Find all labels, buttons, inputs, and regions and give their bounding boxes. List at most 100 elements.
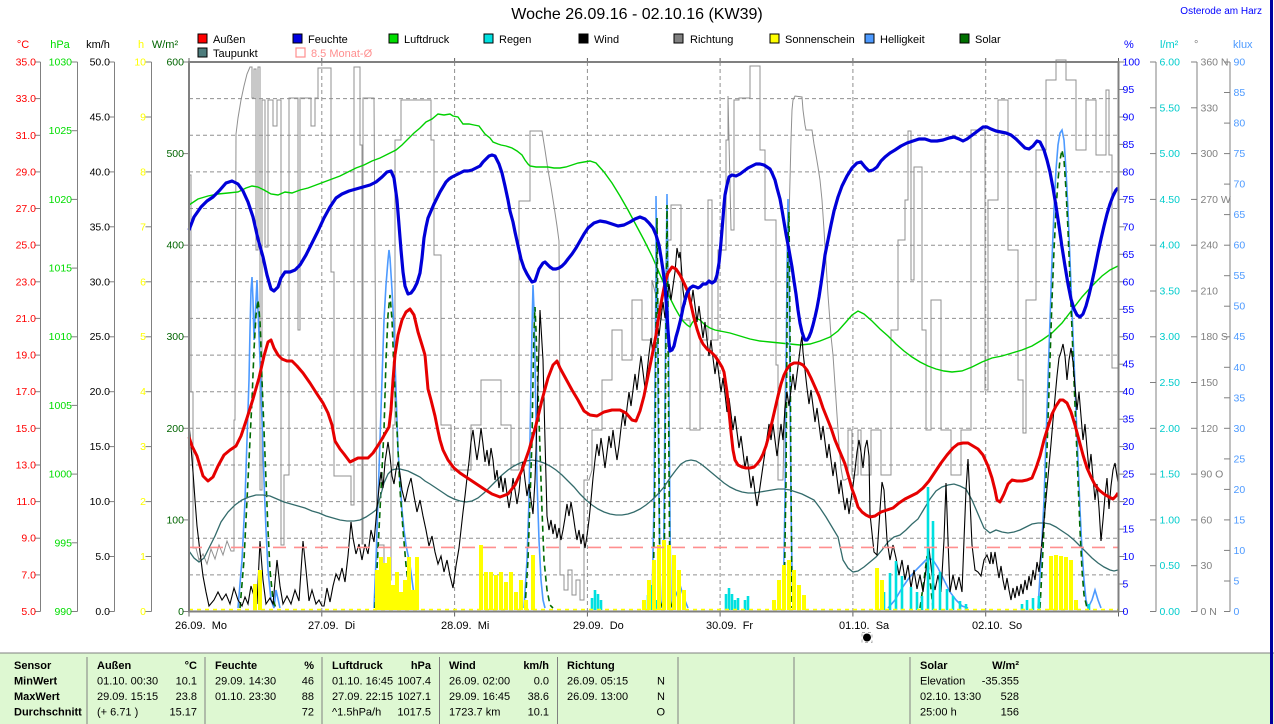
svg-text:01.10. Sa: 01.10. Sa — [839, 620, 890, 632]
svg-text:300: 300 — [166, 331, 184, 343]
svg-text:02.10. 13:30: 02.10. 13:30 — [920, 691, 981, 703]
svg-text:Solar: Solar — [920, 660, 948, 672]
svg-text:29.09. 16:45: 29.09. 16:45 — [449, 691, 510, 703]
svg-text:90: 90 — [1234, 57, 1246, 69]
svg-text:20.0: 20.0 — [90, 386, 111, 398]
svg-text:01.10. 23:30: 01.10. 23:30 — [215, 691, 276, 703]
svg-text:Helligkeit: Helligkeit — [880, 34, 925, 46]
svg-text:Richtung: Richtung — [567, 660, 615, 672]
svg-text:400: 400 — [166, 240, 184, 252]
svg-text:3: 3 — [140, 441, 146, 453]
svg-text:-35.355: -35.355 — [982, 676, 1019, 688]
svg-text:2.50: 2.50 — [1160, 377, 1181, 389]
svg-text:4.50: 4.50 — [1160, 194, 1181, 206]
svg-text:100: 100 — [166, 514, 184, 526]
svg-text:46: 46 — [302, 676, 314, 688]
svg-text:°C: °C — [185, 660, 197, 672]
svg-text:15.0: 15.0 — [16, 423, 37, 435]
svg-text:W/m²: W/m² — [992, 660, 1019, 672]
svg-text:60: 60 — [1201, 514, 1213, 526]
svg-text:95: 95 — [1123, 84, 1135, 96]
svg-text:29.0: 29.0 — [16, 166, 37, 178]
svg-text:1723.7 km: 1723.7 km — [449, 707, 500, 719]
svg-text:100: 100 — [1123, 57, 1141, 69]
svg-text:75: 75 — [1234, 148, 1246, 160]
svg-text:270 W: 270 W — [1201, 194, 1231, 206]
svg-text:3.00: 3.00 — [1160, 331, 1181, 343]
svg-text:Sensor: Sensor — [14, 660, 52, 672]
svg-text:33.0: 33.0 — [16, 93, 37, 105]
svg-text:1.00: 1.00 — [1160, 514, 1181, 526]
svg-text:31.0: 31.0 — [16, 130, 37, 142]
svg-text:Außen: Außen — [213, 34, 245, 46]
svg-text:120: 120 — [1201, 423, 1219, 435]
svg-text:35.0: 35.0 — [16, 57, 37, 69]
svg-text:Sonnenschein: Sonnenschein — [785, 34, 855, 46]
svg-text:5.0: 5.0 — [95, 551, 110, 563]
svg-text:15.17: 15.17 — [169, 707, 197, 719]
svg-text:23.0: 23.0 — [16, 276, 37, 288]
svg-text:5.50: 5.50 — [1160, 102, 1181, 114]
svg-text:Luftdruck: Luftdruck — [404, 34, 450, 46]
svg-text:50.0: 50.0 — [90, 57, 111, 69]
svg-text:8: 8 — [140, 166, 146, 178]
svg-text:Regen: Regen — [499, 34, 531, 46]
svg-text:528: 528 — [1001, 691, 1019, 703]
svg-text:0.0: 0.0 — [534, 676, 549, 688]
svg-text:20: 20 — [1234, 484, 1246, 496]
svg-text:27.0: 27.0 — [16, 203, 37, 215]
svg-text:hPa: hPa — [411, 660, 432, 672]
svg-text:20: 20 — [1123, 496, 1135, 508]
svg-text:240: 240 — [1201, 240, 1219, 252]
svg-text:Elevation: Elevation — [920, 676, 965, 688]
svg-text:4: 4 — [140, 386, 146, 398]
svg-text:11.0: 11.0 — [16, 496, 36, 508]
svg-text:Solar: Solar — [975, 34, 1001, 46]
svg-text:Taupunkt: Taupunkt — [213, 48, 258, 60]
svg-text:km/h: km/h — [86, 39, 110, 51]
svg-text:1020: 1020 — [49, 194, 73, 206]
svg-text:65: 65 — [1123, 249, 1135, 261]
svg-text:2: 2 — [140, 496, 146, 508]
svg-text:Wind: Wind — [594, 34, 619, 46]
svg-text:0.0: 0.0 — [95, 606, 110, 618]
svg-text:90 O: 90 O — [1201, 469, 1224, 481]
svg-text:150: 150 — [1201, 377, 1219, 389]
svg-text:0: 0 — [140, 606, 146, 618]
svg-text:Feuchte: Feuchte — [308, 34, 348, 46]
svg-text:0: 0 — [178, 606, 184, 618]
svg-text:15: 15 — [1123, 524, 1135, 536]
svg-text:Woche 26.09.16 - 02.10.16 (KW3: Woche 26.09.16 - 02.10.16 (KW39) — [511, 6, 762, 23]
svg-text:MinWert: MinWert — [14, 676, 58, 688]
svg-text:8.5 Monat-Ø: 8.5 Monat-Ø — [311, 48, 373, 60]
svg-text:10.1: 10.1 — [176, 676, 197, 688]
svg-text:0.50: 0.50 — [1160, 560, 1181, 572]
svg-text:Richtung: Richtung — [690, 34, 733, 46]
svg-text:10: 10 — [1234, 545, 1246, 557]
svg-text:4.00: 4.00 — [1160, 240, 1181, 252]
svg-text:29.09. 14:30: 29.09. 14:30 — [215, 676, 276, 688]
svg-text:Osterode am Harz: Osterode am Harz — [1180, 6, 1262, 17]
svg-text:60: 60 — [1123, 276, 1135, 288]
svg-text:N: N — [657, 676, 665, 688]
svg-text:80: 80 — [1234, 118, 1246, 130]
svg-text:6: 6 — [140, 276, 146, 288]
svg-text:Außen: Außen — [97, 660, 132, 672]
svg-text:40.0: 40.0 — [90, 166, 111, 178]
svg-text:°C: °C — [17, 39, 29, 51]
svg-text:(+ 6.71 ): (+ 6.71 ) — [97, 707, 138, 719]
svg-text:210: 210 — [1201, 286, 1219, 298]
svg-text:hPa: hPa — [50, 39, 70, 51]
svg-text:9: 9 — [140, 112, 146, 124]
svg-text:70: 70 — [1234, 179, 1246, 191]
svg-text:Wind: Wind — [449, 660, 476, 672]
svg-text:17.0: 17.0 — [16, 386, 37, 398]
svg-text:30.09. Fr: 30.09. Fr — [706, 620, 753, 632]
svg-text:27.09. Di: 27.09. Di — [308, 620, 355, 632]
svg-text:30.0: 30.0 — [90, 276, 111, 288]
svg-text:0.00: 0.00 — [1160, 606, 1181, 618]
svg-text:7.0: 7.0 — [21, 569, 36, 581]
svg-text:26.09. 13:00: 26.09. 13:00 — [567, 691, 628, 703]
svg-text:h: h — [138, 39, 144, 51]
svg-text:10.0: 10.0 — [90, 496, 111, 508]
